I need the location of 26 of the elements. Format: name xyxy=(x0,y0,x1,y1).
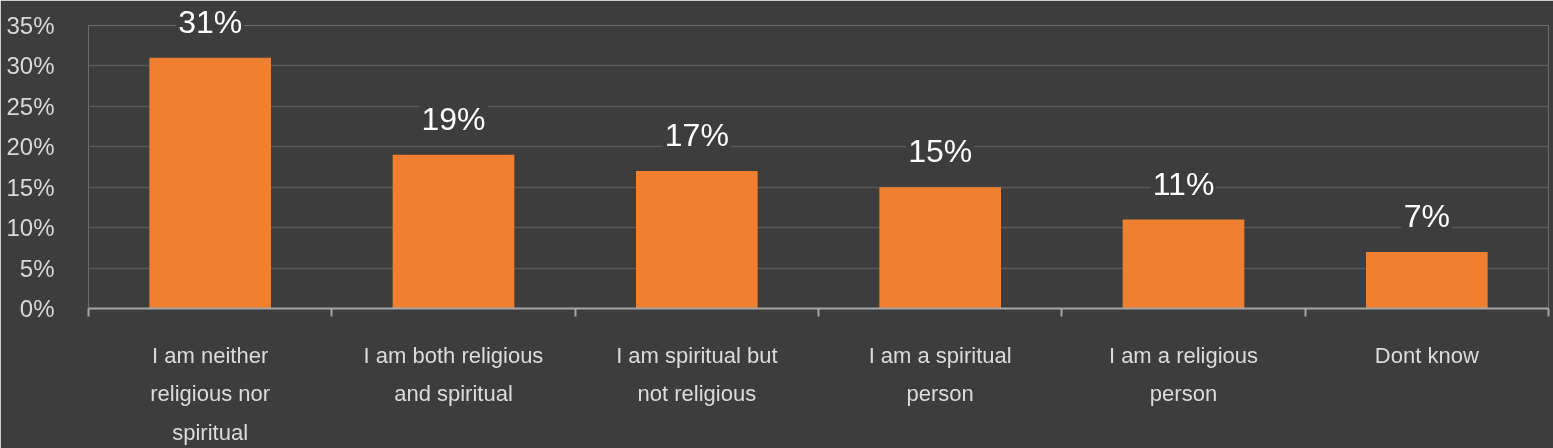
x-tick-label: I am a spiritual person xyxy=(868,342,1012,407)
bar xyxy=(392,154,515,309)
y-tick-label: 35% xyxy=(6,12,55,39)
y-tick-label: 10% xyxy=(6,214,55,242)
y-tick-label: 30% xyxy=(6,52,55,80)
data-label: 17% xyxy=(664,117,729,154)
data-label: 11% xyxy=(1152,165,1215,202)
bar xyxy=(1122,219,1245,309)
data-label: 31% xyxy=(178,3,243,40)
x-tick-label: I am neither religious nor spiritual xyxy=(150,342,271,445)
y-tick-label: 15% xyxy=(6,173,55,201)
data-label: 15% xyxy=(908,133,973,170)
data-label: 7% xyxy=(1403,197,1450,234)
data-label: 19% xyxy=(421,100,486,137)
x-tick-label: I am a religious person xyxy=(1108,342,1259,407)
x-tick-label: Dont know xyxy=(1374,342,1479,368)
bar xyxy=(636,171,758,309)
bar xyxy=(149,57,271,309)
bar xyxy=(879,187,1001,309)
y-tick-label: 25% xyxy=(6,92,55,120)
y-tick-label: 0% xyxy=(19,295,55,322)
x-tick-label: I am both religious and spiritual xyxy=(363,342,544,407)
bar xyxy=(1366,251,1488,309)
y-tick-label: 20% xyxy=(6,133,55,161)
x-tick-label: I am spiritual but not religious xyxy=(616,342,778,407)
y-tick-label: 5% xyxy=(19,254,55,282)
